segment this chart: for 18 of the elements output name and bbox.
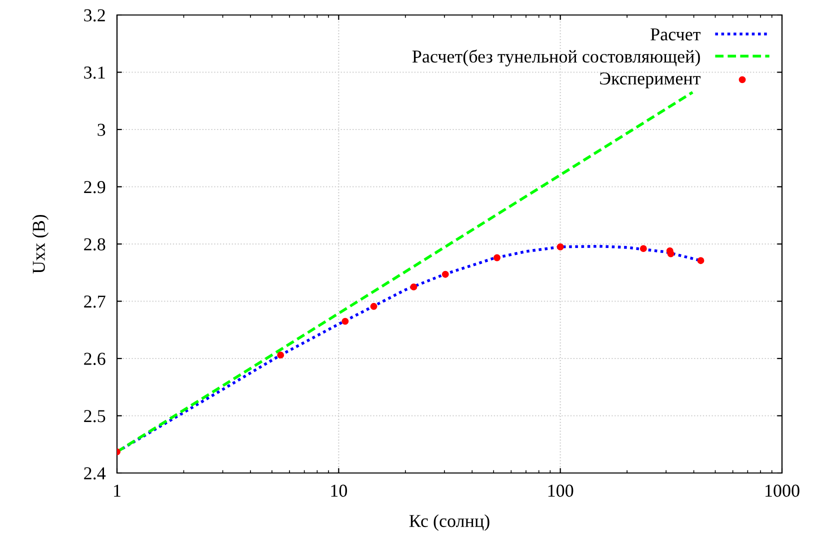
y-tick-label: 3.2 [84,9,105,22]
y-tick-label: 3.1 [84,66,105,79]
legend-label: Эксперимент [600,72,700,88]
x-tick-label: 1000 [766,484,800,497]
x-axis-title: Кс (солнц) [409,514,490,531]
legend-label: Расчет [650,28,700,40]
x-tick-label: 1 [114,484,120,497]
x-tick-label: 10 [331,484,348,497]
y-tick-label: 2.5 [84,410,106,422]
y-tick-label: 3 [98,124,106,136]
y-tick-label: 2.4 [84,467,106,480]
y-tick-label: 2.7 [84,296,106,308]
y-tick-label: 2.8 [84,238,106,251]
x-tick-label: 100 [548,484,574,497]
legend-label: Расчет(без тунельной состовляющей) [412,50,700,66]
y-tick-label: 2.6 [84,352,106,366]
y-axis-title: Uxx (B) [32,214,49,274]
y-tick-label: 2.9 [84,181,106,194]
